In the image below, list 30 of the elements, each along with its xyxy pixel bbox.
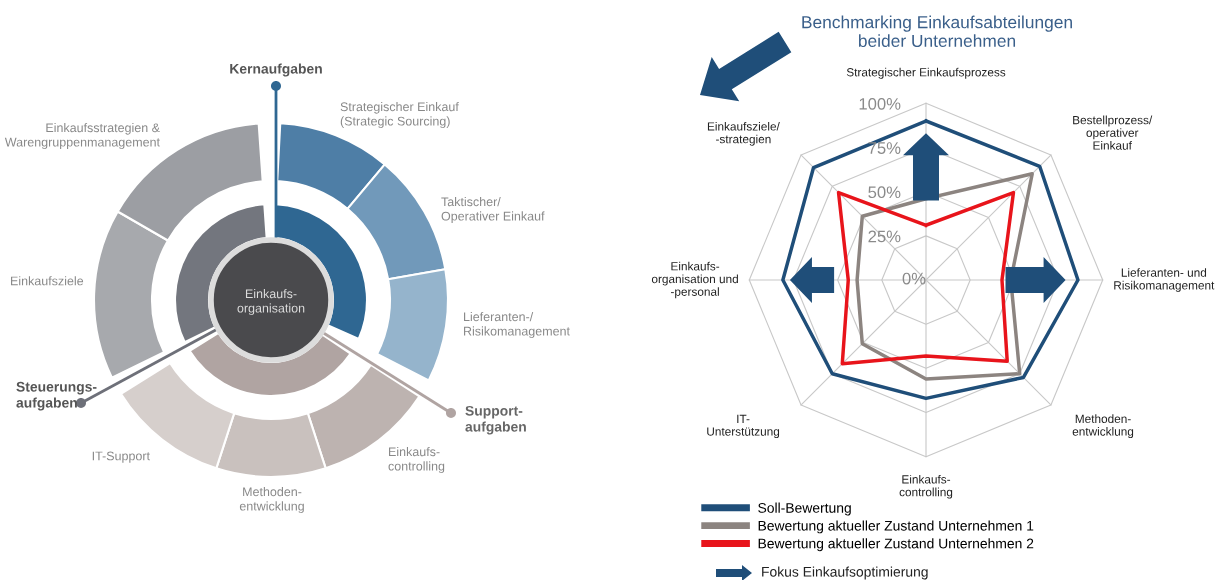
chart-title: Benchmarking Einkaufsabteilungen beider Unternehmen xyxy=(802,15,1072,48)
spoke-label: Einkaufs- controlling xyxy=(899,474,953,499)
y-tick-label: 0% xyxy=(902,272,926,285)
spoke-label: Methoden- entwicklung xyxy=(1072,414,1134,439)
spoke-label: Einkaufs- organisation und -personal xyxy=(651,261,738,299)
text: Einkaufsziele xyxy=(11,276,84,286)
y-tick-label: 50% xyxy=(868,186,901,199)
y-tick-label: 100% xyxy=(859,97,901,110)
legend-label: Soll-Bewertung xyxy=(758,502,851,516)
text: Strategischer Einkauf (Strategic Sourcing) xyxy=(340,101,459,129)
text: Einkaufs- organisation xyxy=(237,288,305,316)
text: Steuerungs- aufgaben xyxy=(16,381,97,411)
legend-label: Bewertung aktueller Zustand Unternehmen 2 xyxy=(758,538,1034,552)
text: Lieferanten-/ Risikomanagement xyxy=(464,311,570,339)
text: Support- aufgaben xyxy=(465,405,526,435)
text: Kernaufgaben xyxy=(230,63,322,77)
y-tick-label: 25% xyxy=(868,230,901,243)
spoke-label: Strategischer Einkaufsprozess xyxy=(846,67,1006,79)
spoke-label: IT- Unterstützung xyxy=(707,414,780,439)
text: Methoden- entwicklung xyxy=(239,486,304,514)
text: IT-Support xyxy=(92,451,150,463)
spoke-label: Einkaufsziele/ -strategien xyxy=(707,121,780,146)
spoke-label: Bestellprozess/ operativer Einkauf xyxy=(1073,115,1153,150)
text: Einkaufsstrategien & Warengruppenmanagement xyxy=(4,122,160,150)
legend-label: Bewertung aktueller Zustand Unternehmen 1 xyxy=(758,520,1034,534)
text: Taktischer/ Operativer Einkauf xyxy=(441,196,545,224)
text: Fokus Einkaufsoptimierung xyxy=(762,566,928,580)
spoke-label: Lieferanten- und Risikomanagement xyxy=(1114,268,1215,292)
y-tick-label: 75% xyxy=(868,142,901,154)
text: Einkaufs- controlling xyxy=(388,446,445,474)
